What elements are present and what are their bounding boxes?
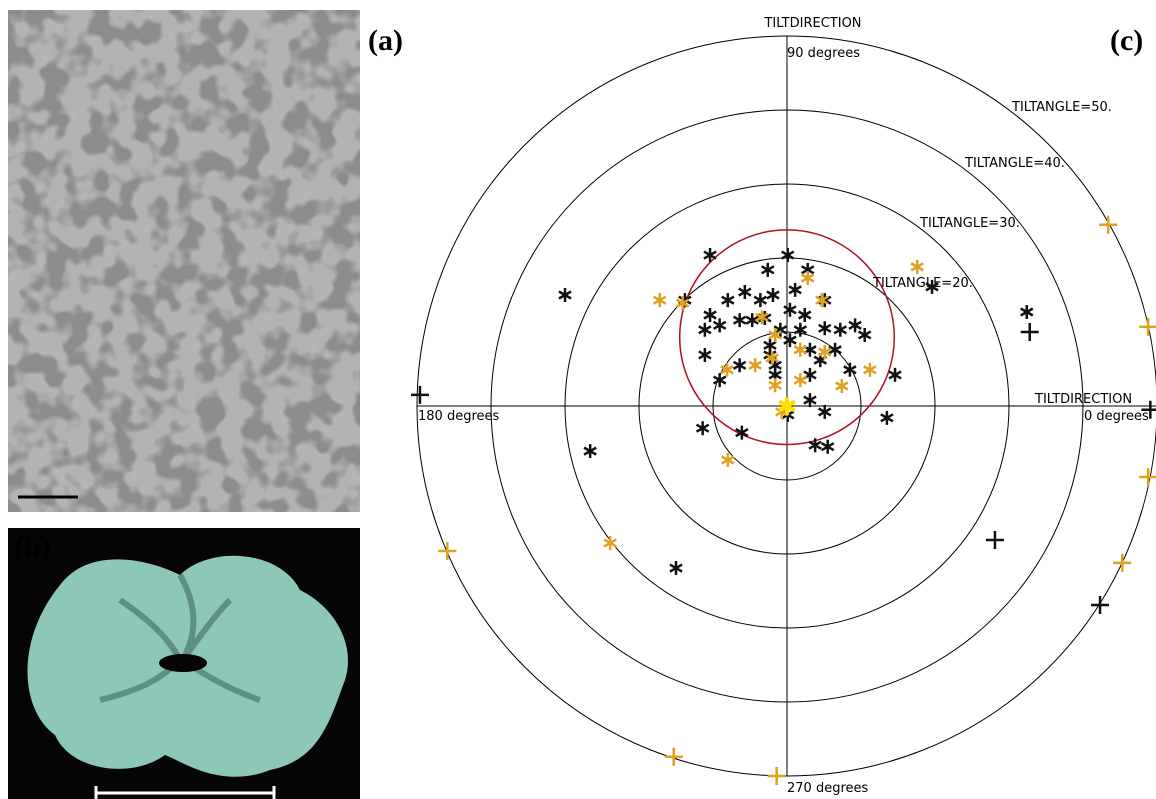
point bbox=[1139, 468, 1156, 486]
ring-label: TILTANGLE=30. bbox=[919, 216, 1020, 231]
point bbox=[1021, 323, 1039, 341]
polar-plot: TILTANGLE=20. TILTANGLE=30. TILTANGLE=40. T… bbox=[411, 16, 1156, 796]
micrograph bbox=[8, 10, 360, 512]
point bbox=[749, 358, 761, 372]
figure: (b) (a) (c) TILTANGLE=20.TILTANGLE=30.TI… bbox=[0, 0, 1156, 799]
point bbox=[794, 323, 806, 337]
point bbox=[1099, 216, 1117, 234]
point bbox=[782, 248, 794, 262]
point bbox=[438, 542, 456, 560]
point bbox=[584, 444, 596, 458]
point bbox=[754, 293, 766, 307]
point bbox=[722, 293, 734, 307]
point bbox=[804, 393, 816, 407]
ring-label: TILTANGLE=20. bbox=[872, 276, 973, 291]
point bbox=[789, 283, 801, 297]
point bbox=[859, 328, 871, 342]
point bbox=[768, 767, 786, 785]
ring-label: TILTANGLE=40. bbox=[964, 156, 1065, 171]
point bbox=[704, 248, 716, 262]
point bbox=[889, 368, 901, 382]
point bbox=[794, 373, 806, 387]
point bbox=[809, 438, 821, 452]
point bbox=[834, 323, 846, 337]
direction-label: 0 degrees bbox=[1084, 409, 1149, 424]
direction-label: 180 degrees bbox=[418, 409, 500, 424]
point bbox=[864, 363, 876, 377]
point bbox=[822, 440, 834, 454]
point bbox=[799, 308, 811, 322]
point bbox=[604, 536, 616, 550]
point bbox=[699, 323, 711, 337]
point bbox=[1091, 596, 1109, 614]
point bbox=[714, 373, 726, 387]
axis-title: TILTDIRECTION bbox=[1034, 392, 1132, 407]
panel-label: (c) bbox=[1110, 24, 1143, 57]
point bbox=[654, 293, 666, 307]
point bbox=[699, 348, 711, 362]
point bbox=[559, 288, 571, 302]
point bbox=[836, 379, 848, 393]
direction-label: 270 degrees bbox=[787, 781, 869, 796]
panel-label: (a) bbox=[368, 24, 403, 57]
point bbox=[704, 308, 716, 322]
point bbox=[1021, 305, 1033, 319]
point bbox=[1113, 554, 1131, 572]
point bbox=[784, 303, 796, 317]
point bbox=[804, 368, 816, 382]
point bbox=[819, 405, 831, 419]
point bbox=[734, 358, 746, 372]
point bbox=[767, 288, 779, 302]
direction-label: 90 degrees bbox=[787, 46, 860, 61]
point bbox=[819, 321, 831, 335]
point bbox=[784, 333, 796, 347]
point bbox=[794, 343, 806, 357]
point bbox=[734, 313, 746, 327]
point bbox=[665, 748, 683, 766]
point bbox=[849, 318, 861, 332]
point bbox=[769, 378, 781, 392]
model-render bbox=[8, 528, 360, 799]
ring-label: TILTANGLE=50. bbox=[1011, 100, 1112, 115]
point bbox=[697, 421, 709, 435]
point bbox=[411, 386, 429, 404]
panel-label: (b) bbox=[14, 531, 51, 564]
point bbox=[714, 318, 726, 332]
axis-title: TILTDIRECTION bbox=[763, 16, 861, 31]
point bbox=[1139, 318, 1156, 336]
point bbox=[670, 561, 682, 575]
point bbox=[804, 343, 816, 357]
point bbox=[881, 411, 893, 425]
point bbox=[986, 531, 1004, 549]
point bbox=[739, 285, 751, 299]
point bbox=[911, 260, 923, 274]
point bbox=[762, 263, 774, 277]
